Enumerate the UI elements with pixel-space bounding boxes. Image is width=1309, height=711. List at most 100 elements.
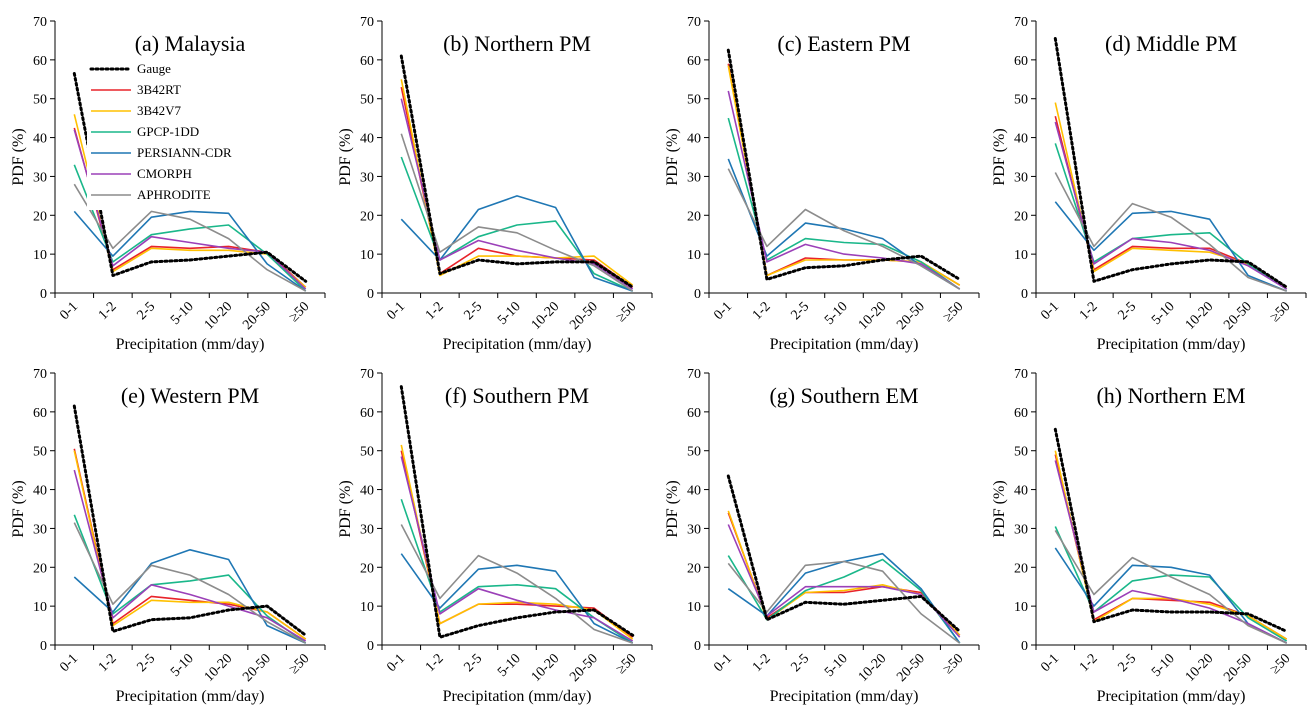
- chart-panel-7: 0 10 20 30 40 50 60 70 0-1 1-2 2-5 5-10 10-20 20-50 ≥5…: [664, 367, 980, 705]
- x-tick-label: 10-20: [529, 651, 563, 685]
- x-tick-label: 2-5: [134, 299, 158, 323]
- y-tick-label: 30: [33, 170, 47, 185]
- x-tick-label: 1-2: [423, 299, 447, 323]
- x-tick-label: 1-2: [96, 651, 120, 675]
- x-tick-label: 2-5: [788, 651, 812, 675]
- x-tick-label: 0-1: [57, 299, 81, 323]
- x-tick-label: 20-50: [567, 299, 601, 333]
- series-line-gpcp-1dd: [1054, 526, 1288, 642]
- series-line-gauge: [726, 474, 962, 633]
- chart-title: (f) Southern PM: [445, 383, 589, 408]
- series-line-aphrodite: [400, 133, 634, 292]
- legend-label: CMORPH: [137, 166, 192, 181]
- x-tick-label: ≥50: [287, 651, 313, 677]
- y-tick-label: 60: [1014, 54, 1028, 69]
- y-tick-label: 60: [360, 406, 374, 421]
- y-tick-label: 10: [33, 248, 47, 263]
- series-line-gauge: [399, 385, 635, 639]
- x-axis-label: Precipitation (mm/day): [116, 336, 265, 353]
- chart-panel-1: 0 10 20 30 40 50 60 70 0-1 1-2 2-5 5-10 10-20 20-50 ≥5…: [10, 15, 326, 353]
- series-line-persiann-cdr: [73, 210, 307, 292]
- x-tick-label: ≥50: [1268, 299, 1294, 325]
- x-tick-label: ≥50: [614, 651, 640, 677]
- y-tick-label: 50: [687, 445, 701, 460]
- legend-label: PERSIANN-CDR: [137, 145, 232, 160]
- series-line-aphrodite: [73, 522, 307, 644]
- y-tick-label: 10: [1014, 248, 1028, 263]
- series-line-gauge: [1053, 427, 1289, 633]
- series-line-gpcp-1dd: [400, 156, 634, 292]
- series-line-aphrodite: [1054, 529, 1288, 644]
- series-line-aphrodite: [73, 183, 307, 292]
- y-tick-label: 60: [687, 406, 701, 421]
- x-tick-label: ≥50: [941, 299, 967, 325]
- x-axis-label: Precipitation (mm/day): [1097, 688, 1246, 705]
- x-tick-label: ≥50: [1268, 651, 1294, 677]
- y-tick-label: 10: [360, 248, 374, 263]
- series-line-cmorph: [727, 90, 961, 290]
- chart-title: (c) Eastern PM: [777, 31, 910, 56]
- x-tick-label: 20-50: [240, 299, 274, 333]
- legend-label: 3B42V7: [137, 103, 182, 118]
- chart-panel-6: 0 10 20 30 40 50 60 70 0-1 1-2 2-5 5-10 10-20 20-50 ≥5…: [337, 367, 653, 705]
- y-tick-label: 40: [687, 484, 701, 499]
- y-tick-label: 0: [40, 287, 47, 302]
- y-tick-label: 20: [687, 561, 701, 576]
- y-tick-label: 10: [360, 600, 374, 615]
- chart-panel-8: 0 10 20 30 40 50 60 70 0-1 1-2 2-5 5-10 10-20 20-50 ≥5…: [991, 367, 1307, 705]
- y-tick-label: 30: [360, 170, 374, 185]
- y-tick-label: 0: [40, 639, 47, 654]
- y-tick-label: 20: [1014, 209, 1028, 224]
- series-line-aphrodite: [727, 560, 961, 644]
- legend-box: [87, 57, 243, 210]
- x-tick-label: 10-20: [856, 651, 890, 685]
- y-tick-label: 60: [1014, 406, 1028, 421]
- y-tick-label: 40: [1014, 484, 1028, 499]
- x-tick-label: ≥50: [614, 299, 640, 325]
- x-tick-label: 2-5: [788, 299, 812, 323]
- series-line-cmorph: [727, 524, 961, 638]
- y-tick-label: 30: [33, 522, 47, 537]
- y-tick-label: 0: [1021, 287, 1028, 302]
- series-line-aphrodite: [1054, 172, 1287, 292]
- x-tick-label: 0-1: [384, 651, 408, 675]
- chart-title: (a) Malaysia: [135, 31, 246, 56]
- y-tick-label: 70: [1014, 15, 1028, 30]
- y-axis-label: PDF (%): [10, 128, 27, 185]
- y-tick-label: 70: [687, 367, 701, 382]
- y-tick-label: 40: [360, 484, 374, 499]
- y-tick-label: 50: [687, 93, 701, 108]
- y-tick-label: 70: [360, 367, 374, 382]
- x-tick-label: 0-1: [711, 651, 735, 675]
- x-tick-label: 1-2: [750, 651, 774, 675]
- series-line-cmorph: [1054, 121, 1288, 290]
- legend-label: 3B42RT: [137, 82, 181, 97]
- x-tick-label: 5-10: [822, 299, 851, 328]
- y-tick-label: 60: [33, 54, 47, 69]
- y-axis-label: PDF (%): [991, 128, 1008, 185]
- x-tick-label: 1-2: [750, 299, 774, 323]
- chart-title: (b) Northern PM: [443, 31, 591, 56]
- y-tick-label: 50: [33, 93, 47, 108]
- x-axis-label: Precipitation (mm/day): [443, 336, 592, 353]
- x-tick-label: 2-5: [1115, 651, 1139, 675]
- x-tick-label: 20-50: [894, 299, 928, 333]
- y-tick-label: 20: [1014, 561, 1028, 576]
- x-tick-label: 20-50: [240, 651, 274, 685]
- x-tick-label: 10-20: [202, 651, 236, 685]
- x-tick-label: 5-10: [168, 651, 197, 680]
- legend-label: APHRODITE: [137, 187, 211, 202]
- legend-label: GPCP-1DD: [137, 124, 199, 139]
- y-tick-label: 70: [33, 15, 47, 30]
- x-axis-label: Precipitation (mm/day): [770, 688, 919, 705]
- y-tick-label: 70: [687, 15, 701, 30]
- chart-panel-4: 0 10 20 30 40 50 60 70 0-1 1-2 2-5 5-10 10-20 20-50 ≥5…: [991, 15, 1307, 353]
- x-tick-label: 1-2: [96, 299, 120, 323]
- x-tick-label: 2-5: [461, 651, 485, 675]
- x-tick-label: ≥50: [287, 299, 313, 325]
- x-tick-label: 0-1: [57, 651, 81, 675]
- series-line-3b42v7: [400, 79, 634, 286]
- chart-panel-2: 0 10 20 30 40 50 60 70 0-1 1-2 2-5 5-10 10-20 20-50 ≥5…: [337, 15, 653, 353]
- x-tick-label: 20-50: [1221, 651, 1255, 685]
